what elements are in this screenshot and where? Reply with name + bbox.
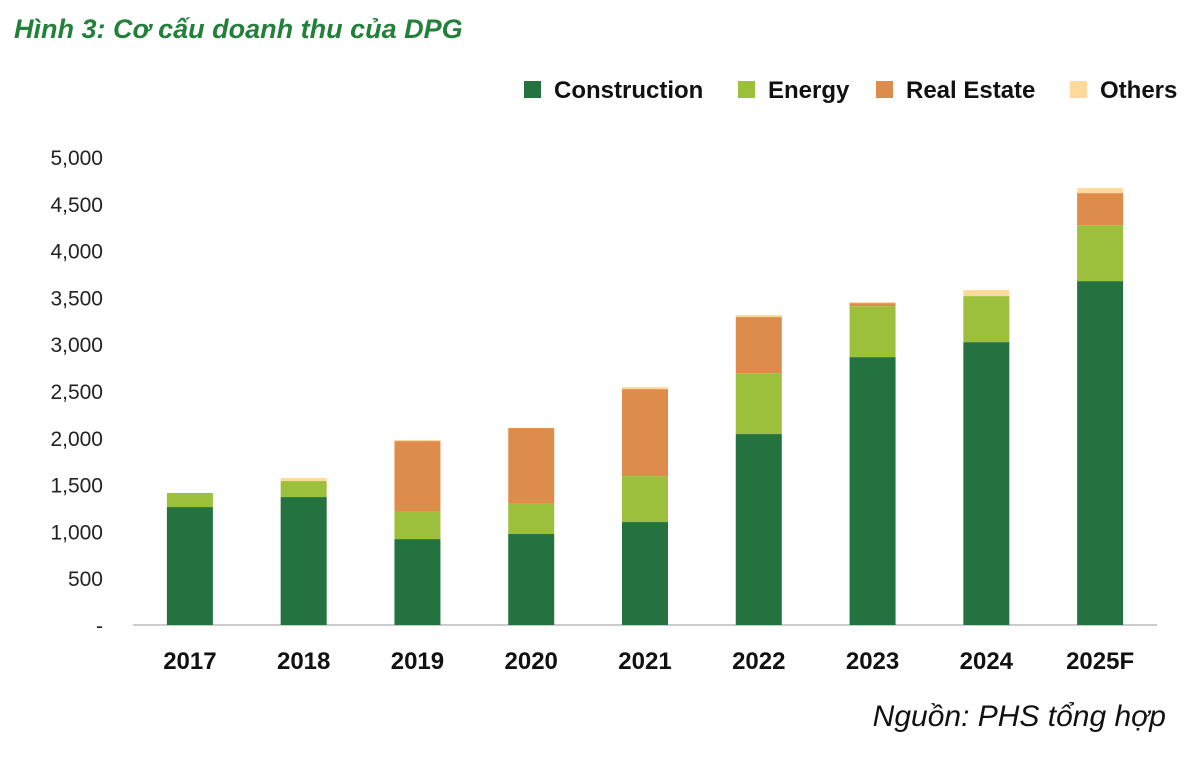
x-tick-label: 2020 bbox=[505, 648, 558, 675]
bar-real-estate-2023 bbox=[849, 303, 896, 307]
y-tick-label: 4,500 bbox=[50, 194, 103, 217]
y-tick-label: 1,000 bbox=[50, 521, 103, 544]
bar-others-2018 bbox=[280, 478, 327, 482]
bar-others-2025F bbox=[1077, 188, 1124, 194]
y-tick-label: 2,500 bbox=[50, 381, 103, 404]
x-tick-label: 2022 bbox=[732, 648, 785, 675]
bar-real-estate-2019 bbox=[394, 441, 441, 511]
bar-construction-2017 bbox=[166, 507, 213, 625]
y-tick-label: 3,000 bbox=[50, 334, 103, 357]
y-tick-label: 500 bbox=[68, 568, 103, 591]
legend-swatch-construction bbox=[524, 81, 541, 98]
y-tick-label: 3,500 bbox=[50, 287, 103, 310]
bar-energy-2017 bbox=[166, 493, 213, 508]
bar-construction-2022 bbox=[735, 434, 782, 625]
x-tick-label: 2023 bbox=[846, 648, 899, 675]
y-tick-label: - bbox=[96, 615, 103, 638]
bar-energy-2023 bbox=[849, 306, 896, 358]
chart-title: Hình 3: Cơ cấu doanh thu của DPG bbox=[14, 14, 463, 44]
bar-energy-2019 bbox=[394, 510, 441, 540]
chart-source: Nguồn: PHS tổng hợp bbox=[872, 700, 1166, 733]
bar-construction-2020 bbox=[508, 534, 555, 625]
legend-swatch-real-estate bbox=[876, 81, 893, 98]
x-tick-label: 2017 bbox=[163, 648, 216, 675]
y-tick-label: 1,500 bbox=[50, 475, 103, 498]
y-tick-label: 2,000 bbox=[50, 428, 103, 451]
bar-construction-2025F bbox=[1077, 281, 1124, 625]
bar-construction-2018 bbox=[280, 497, 327, 625]
y-tick-label: 5,000 bbox=[50, 147, 103, 170]
bar-others-2019 bbox=[394, 440, 441, 442]
x-tick-label: 2018 bbox=[277, 648, 330, 675]
bar-real-estate-2022 bbox=[735, 317, 782, 374]
bar-others-2024 bbox=[963, 290, 1010, 297]
bar-construction-2023 bbox=[849, 357, 896, 625]
legend-label: Construction bbox=[554, 77, 703, 104]
bar-construction-2021 bbox=[622, 522, 668, 625]
bar-others-2021 bbox=[622, 387, 668, 390]
bar-construction-2024 bbox=[963, 342, 1010, 625]
bar-real-estate-2021 bbox=[622, 389, 668, 477]
legend-label: Energy bbox=[768, 77, 850, 104]
bar-energy-2022 bbox=[735, 373, 782, 435]
legend-swatch-energy bbox=[738, 81, 755, 98]
bar-construction-2019 bbox=[394, 539, 441, 625]
bar-energy-2025F bbox=[1077, 225, 1124, 282]
bar-energy-2018 bbox=[280, 481, 327, 498]
bar-others-2022 bbox=[735, 315, 782, 318]
legend-label: Others bbox=[1100, 77, 1177, 104]
y-tick-label: 4,000 bbox=[50, 241, 103, 264]
legend-label: Real Estate bbox=[906, 77, 1035, 104]
bar-energy-2021 bbox=[622, 476, 668, 523]
bar-real-estate-2020 bbox=[508, 428, 555, 504]
x-tick-label: 2024 bbox=[960, 648, 1014, 675]
bar-energy-2024 bbox=[963, 296, 1010, 343]
bar-others-2023 bbox=[849, 302, 896, 304]
bar-real-estate-2025F bbox=[1077, 193, 1124, 226]
x-tick-label: 2025F bbox=[1066, 648, 1134, 675]
x-tick-label: 2021 bbox=[618, 648, 671, 675]
x-tick-label: 2019 bbox=[391, 648, 444, 675]
bar-energy-2020 bbox=[508, 503, 555, 535]
legend-swatch-others bbox=[1070, 81, 1087, 98]
